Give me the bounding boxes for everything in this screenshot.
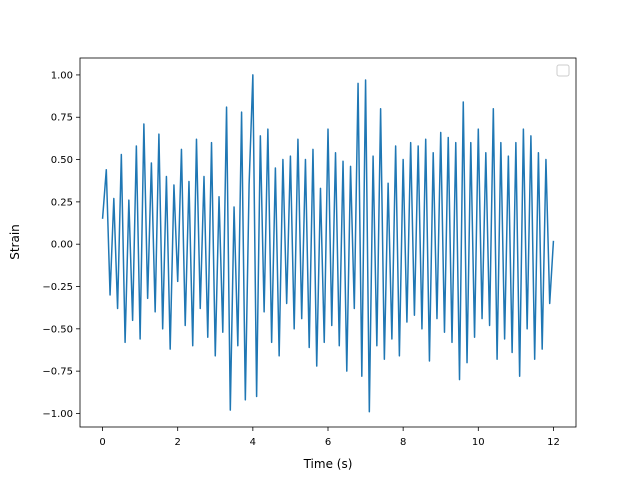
y-tick-label: 0.25	[51, 197, 73, 208]
x-tick-label: 0	[99, 437, 105, 448]
plot-area	[101, 74, 555, 413]
y-tick-label: 0.75	[51, 113, 73, 124]
x-tick-label: 12	[547, 437, 560, 448]
y-axis-label: Strain	[8, 224, 22, 260]
x-tick-label: 8	[400, 437, 406, 448]
y-tick-label: −0.50	[42, 324, 73, 335]
y-tick-label: −0.25	[42, 282, 73, 293]
x-tick-label: 2	[175, 437, 181, 448]
series-line	[101, 74, 555, 413]
y-tick-label: −0.75	[42, 367, 73, 378]
y-tick-label: 0.00	[51, 240, 73, 251]
y-tick-label: 0.50	[51, 155, 73, 166]
x-tick-label: 10	[472, 437, 485, 448]
y-tick-label: 1.00	[51, 70, 73, 81]
x-tick-label: 4	[250, 437, 256, 448]
x-tick-label: 6	[325, 437, 331, 448]
y-axis: −1.00 −0.75 −0.50 −0.25 0.00 0.25 0.50 0.75 1.00	[42, 70, 80, 420]
y-tick-label: −1.00	[42, 409, 73, 420]
legend-box	[556, 64, 570, 77]
x-axis-label: Time (s)	[303, 457, 353, 471]
x-axis: 0 2 4 6 8 10 12	[99, 427, 560, 448]
